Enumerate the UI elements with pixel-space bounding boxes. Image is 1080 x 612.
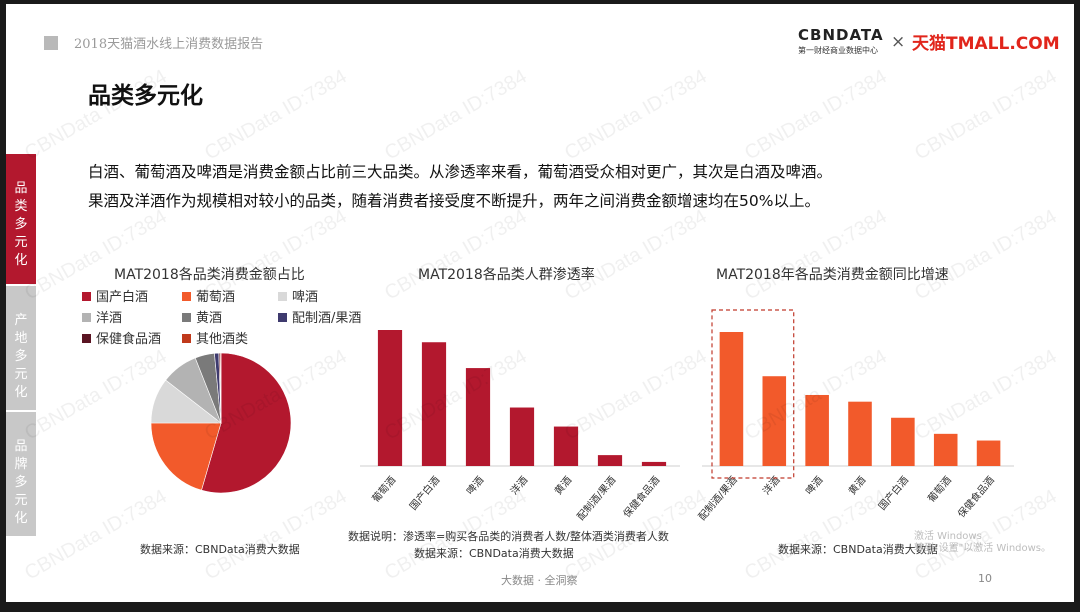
footer-tagline: 大数据 · 全洞察 [501,574,578,587]
bar [509,407,535,466]
bar [597,455,623,466]
bar2-source-note: 数据来源：CBNData消费大数据 [778,543,938,556]
x-tick-label: 国产白酒 [875,474,911,513]
bar [421,342,447,466]
legend-swatch [82,334,91,343]
watermark-text: CBNData ID:7384 [200,65,351,165]
legend-label: 保健食品酒 [96,332,162,347]
legend-item: 配制酒/果酒 [278,307,361,326]
bar [933,433,958,466]
legend-label: 啤酒 [292,290,319,305]
pie-slice [201,352,292,494]
summary-line-1: 白酒、葡萄酒及啤酒是消费金额占比前三大品类。从渗透率来看，葡萄酒受众相对更广，其… [88,163,833,181]
bar [891,417,915,466]
legend-item: 葡萄酒 [182,286,235,305]
logo-separator: × [891,32,906,52]
brand-logo-icon: ◉ [6,580,25,598]
bar1-chart-title: MAT2018各品类人群渗透率 [418,267,595,283]
bar [377,330,403,466]
x-tick-label: 啤酒 [464,474,486,497]
tmall-logo: 天猫TMALL.COM [912,34,1060,54]
cbndata-logo-text: CBNDATA [798,26,884,44]
side-tab-origin[interactable]: 产 地 多 元 化 [6,286,36,410]
windows-activation-note: 激活 Windows 转到"设置"以激活 Windows。 [914,531,1052,554]
section-title: 品类多元化 [88,83,203,109]
brand-footer-text: 大数跨境 [24,580,85,598]
legend-label: 国产白酒 [96,290,149,305]
pie-slice [150,422,222,491]
watermark-text: CBNData ID:7384 [740,65,891,165]
bar [719,332,744,466]
legend-label: 其他酒类 [196,332,249,347]
report-title: 2018天猫酒水线上消费数据报告 [74,37,264,52]
legend-item: 保健食品酒 [82,328,161,347]
x-tick-label: 配制酒/果酒 [696,474,740,523]
legend-swatch [82,313,91,322]
watermark-text: CBNData ID:7384 [910,65,1061,165]
cbndata-logo: CBNDATA 第一财经商业数据中心 [798,26,894,56]
header-square-icon [44,36,58,50]
legend-swatch [182,313,191,322]
watermark-text: CBNData ID:7384 [560,65,711,165]
watermark-text: CBNData ID:7384 [200,485,351,585]
side-tab-category[interactable]: 品 类 多 元 化 [6,154,36,284]
cbndata-logo-subtitle: 第一财经商业数据中心 [798,46,878,55]
pie-chart [150,352,292,494]
pie-source-note: 数据来源：CBNData消费大数据 [140,543,300,556]
legend-swatch [182,292,191,301]
summary-text: 白酒、葡萄酒及啤酒是消费金额占比前三大品类。从渗透率来看，葡萄酒受众相对更广，其… [88,158,1048,216]
slide: 2018天猫酒水线上消费数据报告 品类多元化 CBNDATA 第一财经商业数据中… [6,4,1074,602]
x-tick-label: 黄酒 [551,474,574,498]
x-tick-label: 保健食品酒 [955,474,997,521]
x-tick-label: 葡萄酒 [925,474,954,505]
bar [465,368,491,466]
bar [848,401,872,466]
legend-item: 洋酒 [82,307,122,326]
legend-item: 其他酒类 [182,328,248,347]
x-tick-label: 葡萄酒 [369,474,398,505]
watermark-text: CBNData ID:7384 [380,65,531,165]
side-tab-brand[interactable]: 品 牌 多 元 化 [6,412,36,536]
summary-line-2: 果酒及洋酒作为规模相对较小的品类，随着消费者接受度不断提升，两年之间消费金额增速… [88,192,820,210]
pie-slice [219,352,222,424]
legend-label: 配制酒/果酒 [292,311,362,326]
legend-item: 国产白酒 [82,286,148,305]
x-tick-label: 啤酒 [803,474,825,497]
bar2-chart-title: MAT2018年各品类消费金额同比增速 [716,267,949,283]
x-tick-label: 黄酒 [845,474,868,498]
brand-footer: ◉ 大数跨境 [6,578,84,599]
bar1-chart: 葡萄酒 国产白酒 啤酒 洋酒 黄酒 配制酒/果酒 保健食品酒 [360,330,680,523]
pie-chart-title: MAT2018各品类消费金额占比 [114,267,305,283]
x-tick-label: 配制酒/果酒 [574,474,618,523]
bar [641,461,667,466]
x-tick-label: 洋酒 [507,474,530,498]
watermark-text: CBNData ID:7384 [20,485,171,585]
legend-label: 葡萄酒 [196,290,236,305]
page-number: 10 [978,572,992,585]
x-tick-label: 国产白酒 [407,474,443,513]
bar [762,376,787,466]
legend-item: 黄酒 [182,307,222,326]
bar [553,426,579,466]
bar1-desc-note: 数据说明：渗透率=购买各品类的消费者人数/整体酒类消费者人数 [348,530,669,543]
watermark-text: CBNData ID:7384 [380,205,531,305]
legend-item: 啤酒 [278,286,318,305]
bar2-chart: 配制酒/果酒 洋酒 啤酒 黄酒 国产白酒 葡萄酒 保健食品酒 [696,309,1014,523]
x-tick-label: 保健食品酒 [620,474,662,521]
watermark-text: CBNData ID:7384 [560,205,711,305]
legend-swatch [82,292,91,301]
watermark-text: CBNData ID:7384 [910,205,1061,305]
legend-swatch [278,292,287,301]
legend-label: 洋酒 [96,311,123,326]
watermark-text: CBNData ID:7384 [740,205,891,305]
legend-swatch [182,334,191,343]
legend-swatch [278,313,287,322]
highlight-box [711,309,795,479]
bar [976,440,1001,466]
bar1-source-note: 数据来源：CBNData消费大数据 [414,547,574,560]
bar [805,394,829,466]
legend-label: 黄酒 [196,311,223,326]
x-tick-label: 洋酒 [760,474,783,498]
